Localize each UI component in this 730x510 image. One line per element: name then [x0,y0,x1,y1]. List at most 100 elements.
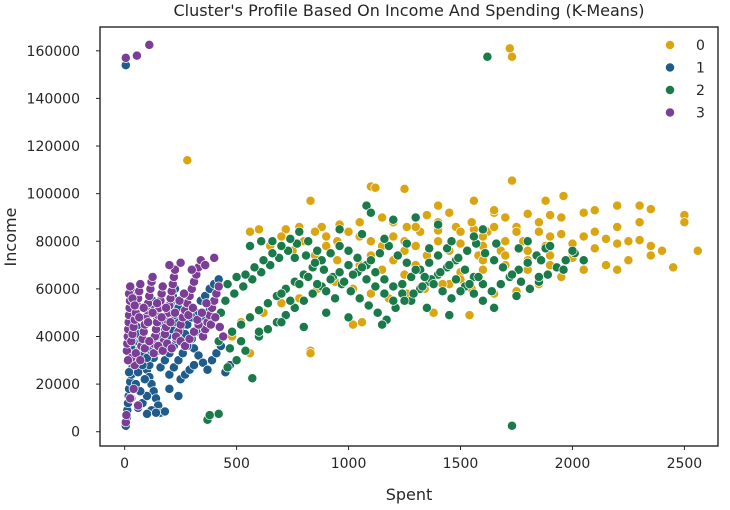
point-s2-0 [482,51,493,62]
point-s0-17 [679,217,690,228]
point-s2-156 [444,310,455,321]
point-s2-144 [365,207,376,218]
point-s2-143 [361,200,372,211]
point-s2-170 [256,236,267,247]
point-s0-110 [428,307,439,318]
y-axis: 0 20000 40000 60000 80000 100000 120000 140000 1… [27,44,100,441]
point-s1-48 [211,348,222,359]
point-s2-50 [256,267,267,278]
point-s0-44 [623,236,634,247]
point-s0-125 [365,288,376,299]
point-s3-118 [192,314,203,325]
point-s2-55 [301,250,311,261]
point-s2-53 [283,245,294,256]
point-s0-46 [657,245,667,256]
point-s0-18 [589,205,600,216]
point-s0-89 [365,236,376,247]
point-s2-173 [312,245,323,256]
point-s2-124 [383,241,394,251]
point-s2-94 [325,274,336,285]
point-s0-33 [401,222,412,232]
point-s2-163 [254,326,264,337]
point-s2-28 [388,281,399,292]
point-s2-78 [507,269,517,280]
point-s2-130 [437,286,448,297]
point-s2-162 [276,317,287,328]
point-s2-61 [354,293,365,304]
y-tick-label-3: 60000 [35,282,80,298]
point-s2-136 [249,262,260,273]
point-s2-49 [247,274,258,285]
point-s2-76 [489,255,500,266]
legend-marker-0 [665,40,675,50]
point-s2-98 [361,274,372,285]
point-s2-8 [240,345,251,356]
point-s2-91 [298,295,309,306]
point-s2-36 [460,264,470,275]
point-s3-93 [166,343,177,354]
point-s2-107 [442,243,453,254]
point-s0-15 [612,200,623,211]
point-s2-22 [334,241,345,251]
legend-label-1: 1 [696,61,705,77]
point-s2-56 [310,257,320,268]
point-s1-106 [173,391,184,401]
point-s0-111 [464,310,475,321]
point-s0-95 [522,245,533,256]
point-s2-176 [379,233,390,244]
point-s2-101 [388,295,399,306]
point-s3-74 [213,281,224,292]
point-s2-159 [343,312,354,323]
point-s0-86 [500,236,511,247]
point-s2-115 [303,272,314,282]
legend: 0 1 2 3 [665,38,705,122]
point-s2-178 [424,243,435,254]
point-s3-80 [125,393,136,404]
point-s2-5 [247,373,258,384]
point-s0-92 [388,231,399,242]
point-s2-151 [567,245,578,256]
point-s0-145 [455,226,466,237]
point-s3-124 [218,331,229,342]
point-s2-106 [433,250,444,261]
point-s3-107 [143,317,154,328]
point-s3-0 [120,52,131,63]
point-s2-82 [542,269,553,280]
point-s1-27 [142,391,152,401]
point-s2-114 [294,279,305,290]
point-s0-43 [601,233,611,244]
point-s2-152 [578,255,589,266]
point-s2-116 [312,279,323,290]
point-s2-135 [240,269,251,280]
point-s2-3 [204,410,215,421]
point-s0-85 [545,231,556,242]
point-s2-105 [424,257,435,268]
legend-label-0: 0 [696,38,705,54]
point-s3-76 [175,257,186,268]
point-s2-12 [245,312,255,323]
point-s3-122 [210,312,221,323]
point-s0-13 [634,200,645,211]
point-s3-111 [161,302,172,313]
series-3 [120,39,229,428]
point-s0-41 [556,229,567,240]
point-s2-164 [236,336,247,347]
point-s0-78 [578,264,589,275]
point-s2-120 [348,269,358,280]
point-s0-24 [444,207,455,218]
point-s2-180 [468,231,479,242]
point-s0-31 [254,224,264,235]
point-s1-102 [189,360,199,371]
point-s3-100 [123,355,133,366]
point-s1-103 [151,407,161,418]
point-s2-121 [357,262,367,273]
y-tick-label-2: 40000 [35,329,80,345]
point-s3-115 [179,288,189,299]
point-s2-181 [491,238,502,249]
point-s3-1 [131,50,142,61]
point-s2-27 [379,274,390,285]
point-s2-84 [560,255,571,266]
x-tick-label-4: 2000 [555,456,591,472]
point-s2-96 [343,260,354,271]
point-s0-48 [612,238,623,249]
